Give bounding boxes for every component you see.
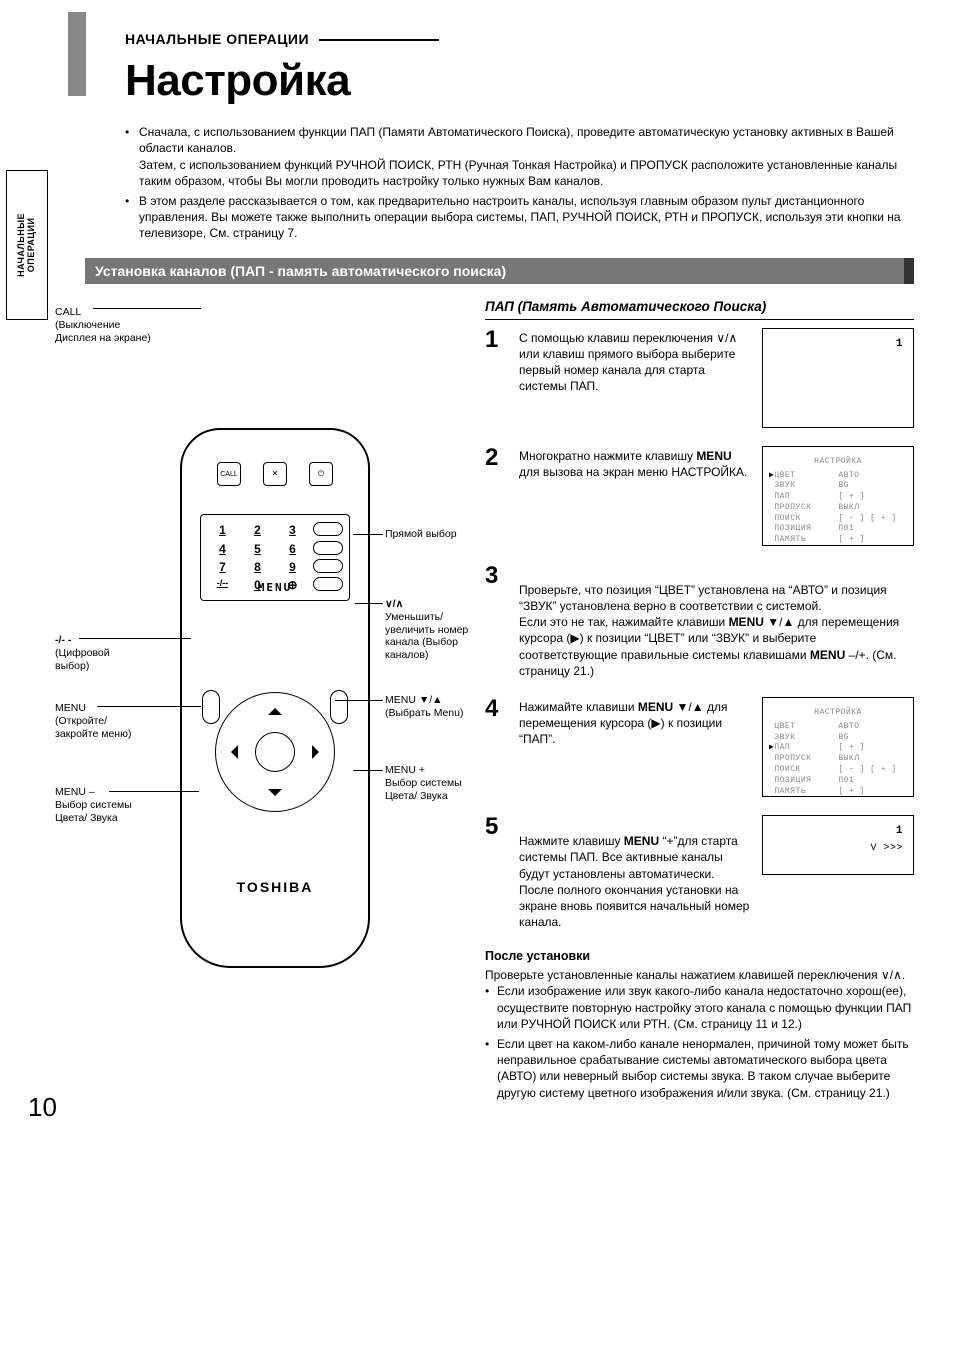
sub-title: ПАП (Память Автоматического Поиска) <box>485 298 914 319</box>
callout-direct: Прямой выбор <box>385 528 463 541</box>
page-number: 10 <box>28 1090 57 1125</box>
call-button-icon: CALL <box>217 462 241 486</box>
step: 2 Многократно нажмите клавишу MENU для в… <box>485 446 914 546</box>
step: 5 Нажмите клавишу MENU “+”для старта сис… <box>485 815 914 930</box>
menu-label: MENU <box>201 581 349 596</box>
osd-menu: НАСТРОЙКА ▶ЦВЕТАВТО ЗВУКBG ПАП[ + ] ПРОП… <box>762 446 914 546</box>
after-title: После установки <box>485 948 914 965</box>
after-item: Если цвет на каком-либо канале ненормале… <box>485 1036 914 1101</box>
kicker-rule <box>319 39 439 41</box>
remote-diagram: CALL ✕ ⏻ 123 456 789 -/--0⊕ MENU <box>85 428 465 968</box>
callout-menu-plus: MENU + Выбор системы Цвета/ Звука <box>385 764 475 802</box>
intro-item: Сначала, с использованием функции ПАП (П… <box>125 124 914 189</box>
step-number: 5 <box>485 815 509 839</box>
step-number: 4 <box>485 697 509 721</box>
after-item: Если изображение или звук какого-либо ка… <box>485 983 914 1032</box>
brand-label: TOSHIBA <box>182 878 368 897</box>
keypad: 123 456 789 -/--0⊕ MENU <box>200 514 350 601</box>
callout-menu-arrow: MENU ▼/▲ (Выбрать Menu) <box>385 694 475 719</box>
step: 4 Нажимайте клавиши MENU ▼/▲ для перемещ… <box>485 697 914 797</box>
step-text: Многократно нажмите клавишу MENU для выз… <box>519 446 752 480</box>
osd-menu: НАСТРОЙКА ЦВЕТАВТО ЗВУКBG ▶ПАП[ + ] ПРОП… <box>762 697 914 797</box>
power-icon: ⏻ <box>309 462 333 486</box>
kicker-text: НАЧАЛЬНЫЕ ОПЕРАЦИИ <box>125 31 309 47</box>
side-tab-line2: ОПЕРАЦИИ <box>26 218 36 273</box>
side-tab-line1: НАЧАЛЬНЫЕ <box>16 213 26 277</box>
step-number: 1 <box>485 328 509 352</box>
step-number: 2 <box>485 446 509 470</box>
callout-digit: -/- - (Цифровой выбор) <box>55 634 145 672</box>
callout-call: CALL (Выключение Дисплея на экране) <box>55 306 155 344</box>
section-bar: Установка каналов (ПАП - память автомати… <box>85 258 914 285</box>
step: 3 Проверьте, что позиция “ЦВЕТ” установл… <box>485 564 914 679</box>
intro-item: В этом разделе рассказывается о том, как… <box>125 193 914 242</box>
nav-dpad <box>215 692 335 812</box>
step: 1 С помощью клавиш переключения ∨/∧ или … <box>485 328 914 428</box>
page-title: Настройка <box>125 51 914 110</box>
after-lead: Проверьте установленные каналы нажатием … <box>485 967 914 983</box>
step-text: Нажмите клавишу MENU “+”для старта систе… <box>519 815 752 930</box>
step-text: С помощью клавиш переключения ∨/∧ или кл… <box>519 328 752 395</box>
callout-menu-open: MENU (Откройте/ закройте меню) <box>55 702 145 740</box>
step-text: Проверьте, что позиция “ЦВЕТ” установлен… <box>519 564 914 679</box>
osd-scan: 1 V >>> <box>762 815 914 875</box>
osd-channel: 1 <box>762 328 914 428</box>
intro-block: Сначала, с использованием функции ПАП (П… <box>125 124 914 241</box>
step-number: 3 <box>485 564 509 588</box>
step-text: Нажимайте клавиши MENU ▼/▲ для перемещен… <box>519 697 752 748</box>
after-list: Если изображение или звук какого-либо ка… <box>485 983 914 1100</box>
mute-icon: ✕ <box>263 462 287 486</box>
header-bracket <box>68 12 86 96</box>
callout-updown: ∨/∧ Уменьшить/ увеличить номер канала (В… <box>385 598 475 661</box>
side-tab: НАЧАЛЬНЫЕ ОПЕРАЦИИ <box>6 170 48 320</box>
